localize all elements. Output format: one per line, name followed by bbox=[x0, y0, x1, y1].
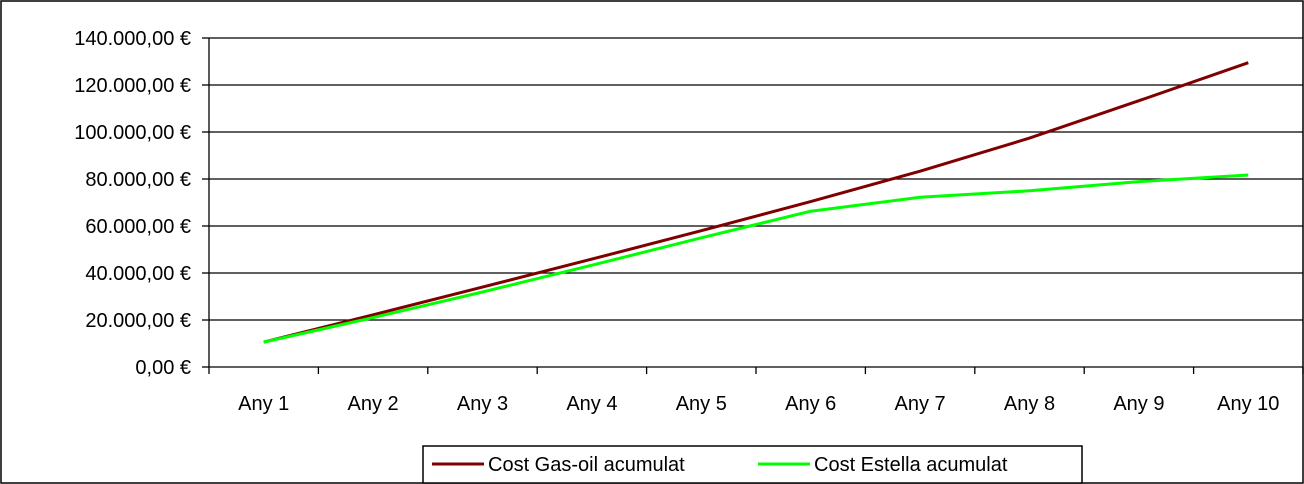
axes bbox=[202, 37, 1304, 374]
y-tick-label: 40.000,00 € bbox=[85, 263, 191, 285]
series-line-gasoil bbox=[263, 61, 1249, 344]
series-lines bbox=[263, 61, 1249, 344]
x-tick-labels: Any 1 Any 2 Any 3 Any 4 Any 5 Any 6 Any 7 Any 8… bbox=[238, 393, 1279, 415]
x-tick-label: Any 10 bbox=[1217, 393, 1279, 415]
legend-label-estella: Cost Estella acumulat bbox=[814, 454, 1008, 476]
x-tick-label: Any 6 bbox=[785, 393, 836, 415]
x-tick-label: Any 1 bbox=[238, 393, 289, 415]
x-tick-label: Any 7 bbox=[895, 393, 946, 415]
gridlines bbox=[209, 37, 1303, 321]
y-tick-label: 60.000,00 € bbox=[85, 216, 191, 238]
x-tick-label: Any 4 bbox=[566, 393, 617, 415]
y-tick-label: 100.000,00 € bbox=[74, 122, 191, 144]
x-tick-label: Any 8 bbox=[1004, 393, 1055, 415]
series-line-estella bbox=[263, 173, 1249, 344]
x-tick-label: Any 3 bbox=[457, 393, 508, 415]
y-tick-label: 120.000,00 € bbox=[74, 75, 191, 97]
x-tick-label: Any 9 bbox=[1113, 393, 1164, 415]
legend-box bbox=[422, 445, 1083, 484]
y-tick-labels: 0,00 € 20.000,00 € 40.000,00 € 60.000,00 € 8… bbox=[74, 28, 191, 379]
y-tick-label: 140.000,00 € bbox=[74, 28, 191, 50]
y-tick-label: 0,00 € bbox=[135, 357, 191, 379]
x-tick-label: Any 5 bbox=[676, 393, 727, 415]
x-tick-label: Any 2 bbox=[348, 393, 399, 415]
y-tick-label: 20.000,00 € bbox=[85, 310, 191, 332]
legend: Cost Gas-oil acumulat Cost Estella acumu… bbox=[422, 445, 1083, 484]
y-tick-label: 80.000,00 € bbox=[85, 169, 191, 191]
legend-label-gasoil: Cost Gas-oil acumulat bbox=[488, 454, 685, 476]
